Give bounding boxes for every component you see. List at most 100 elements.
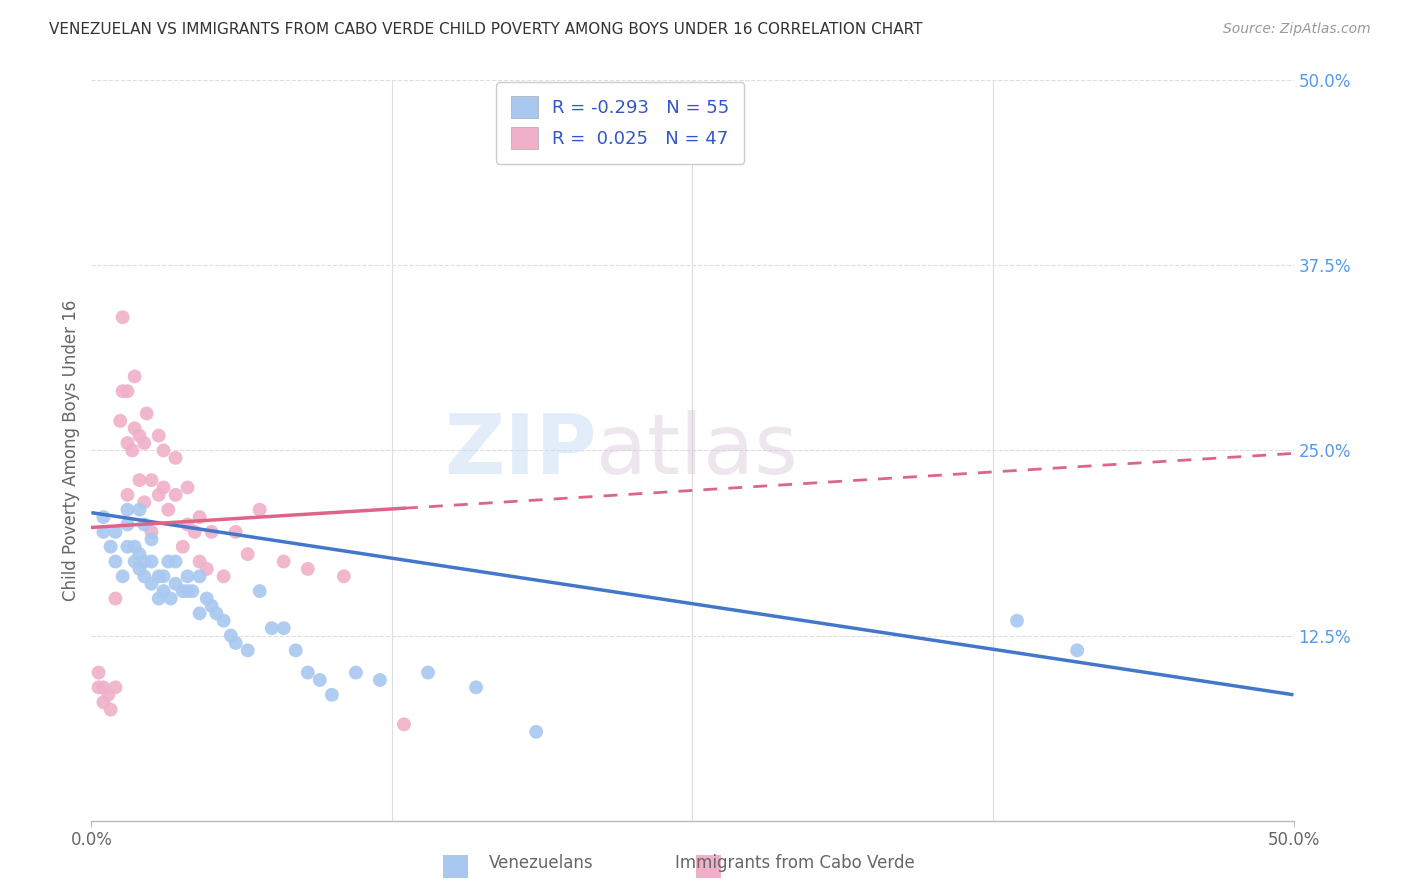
Text: VENEZUELAN VS IMMIGRANTS FROM CABO VERDE CHILD POVERTY AMONG BOYS UNDER 16 CORRE: VENEZUELAN VS IMMIGRANTS FROM CABO VERDE… — [49, 22, 922, 37]
Point — [212, 569, 235, 583]
Text: Immigrants from Cabo Verde: Immigrants from Cabo Verde — [675, 855, 914, 872]
Point — [188, 555, 211, 569]
Point — [416, 665, 439, 680]
Point — [134, 436, 156, 450]
Point — [172, 584, 194, 599]
Point — [236, 547, 259, 561]
Point — [141, 533, 163, 547]
Point — [195, 591, 218, 606]
Point — [128, 473, 150, 487]
Point — [195, 562, 218, 576]
Point — [165, 450, 187, 465]
Point — [392, 717, 415, 731]
Point — [124, 421, 146, 435]
Point — [368, 673, 391, 687]
Point — [159, 591, 181, 606]
Point — [104, 555, 127, 569]
Point — [225, 636, 247, 650]
Point — [297, 562, 319, 576]
Point — [297, 665, 319, 680]
Point — [87, 665, 110, 680]
Point — [273, 555, 295, 569]
Point — [165, 576, 187, 591]
Point — [176, 569, 198, 583]
Point — [141, 473, 163, 487]
Point — [111, 310, 134, 325]
Point — [165, 555, 187, 569]
Point — [172, 540, 194, 554]
Point — [128, 547, 150, 561]
Point — [124, 540, 146, 554]
Point — [128, 562, 150, 576]
Point — [152, 481, 174, 495]
Point — [344, 665, 367, 680]
Y-axis label: Child Poverty Among Boys Under 16: Child Poverty Among Boys Under 16 — [62, 300, 80, 601]
Point — [104, 591, 127, 606]
Point — [176, 517, 198, 532]
Point — [236, 643, 259, 657]
Point — [1066, 643, 1088, 657]
Text: ZIP: ZIP — [444, 410, 596, 491]
Point — [201, 599, 224, 613]
Text: Source: ZipAtlas.com: Source: ZipAtlas.com — [1223, 22, 1371, 37]
Point — [321, 688, 343, 702]
Point — [141, 576, 163, 591]
Point — [1005, 614, 1028, 628]
Legend: R = -0.293   N = 55, R =  0.025   N = 47: R = -0.293 N = 55, R = 0.025 N = 47 — [496, 82, 744, 164]
Point — [93, 524, 115, 539]
Point — [93, 695, 115, 709]
Point — [157, 502, 180, 516]
Point — [117, 502, 139, 516]
Point — [100, 540, 122, 554]
Point — [284, 643, 307, 657]
Point — [465, 681, 488, 695]
Point — [260, 621, 283, 635]
Point — [188, 607, 211, 621]
Point — [225, 524, 247, 539]
Point — [148, 591, 170, 606]
Point — [176, 584, 198, 599]
Point — [249, 502, 271, 516]
Point — [100, 703, 122, 717]
Point — [148, 488, 170, 502]
Point — [134, 517, 156, 532]
Point — [110, 414, 132, 428]
Point — [87, 681, 110, 695]
Point — [141, 524, 163, 539]
Point — [104, 524, 127, 539]
Point — [124, 369, 146, 384]
Point — [124, 555, 146, 569]
Point — [333, 569, 356, 583]
Point — [93, 681, 115, 695]
Point — [111, 384, 134, 399]
Point — [219, 629, 242, 643]
Point — [117, 540, 139, 554]
Point — [165, 488, 187, 502]
Point — [128, 428, 150, 442]
Point — [117, 436, 139, 450]
Point — [117, 488, 139, 502]
Point — [212, 614, 235, 628]
Point — [201, 524, 224, 539]
Point — [188, 510, 211, 524]
Point — [152, 569, 174, 583]
Point — [273, 621, 295, 635]
Point — [117, 384, 139, 399]
Point — [152, 584, 174, 599]
Point — [184, 524, 207, 539]
Point — [148, 428, 170, 442]
Point — [157, 555, 180, 569]
Point — [134, 555, 156, 569]
Point — [134, 569, 156, 583]
Point — [121, 443, 143, 458]
Text: Venezuelans: Venezuelans — [489, 855, 593, 872]
Point — [104, 681, 127, 695]
Text: atlas: atlas — [596, 410, 799, 491]
Point — [249, 584, 271, 599]
Point — [134, 495, 156, 509]
Point — [141, 555, 163, 569]
Point — [128, 502, 150, 516]
Point — [117, 517, 139, 532]
Point — [308, 673, 330, 687]
Point — [176, 481, 198, 495]
